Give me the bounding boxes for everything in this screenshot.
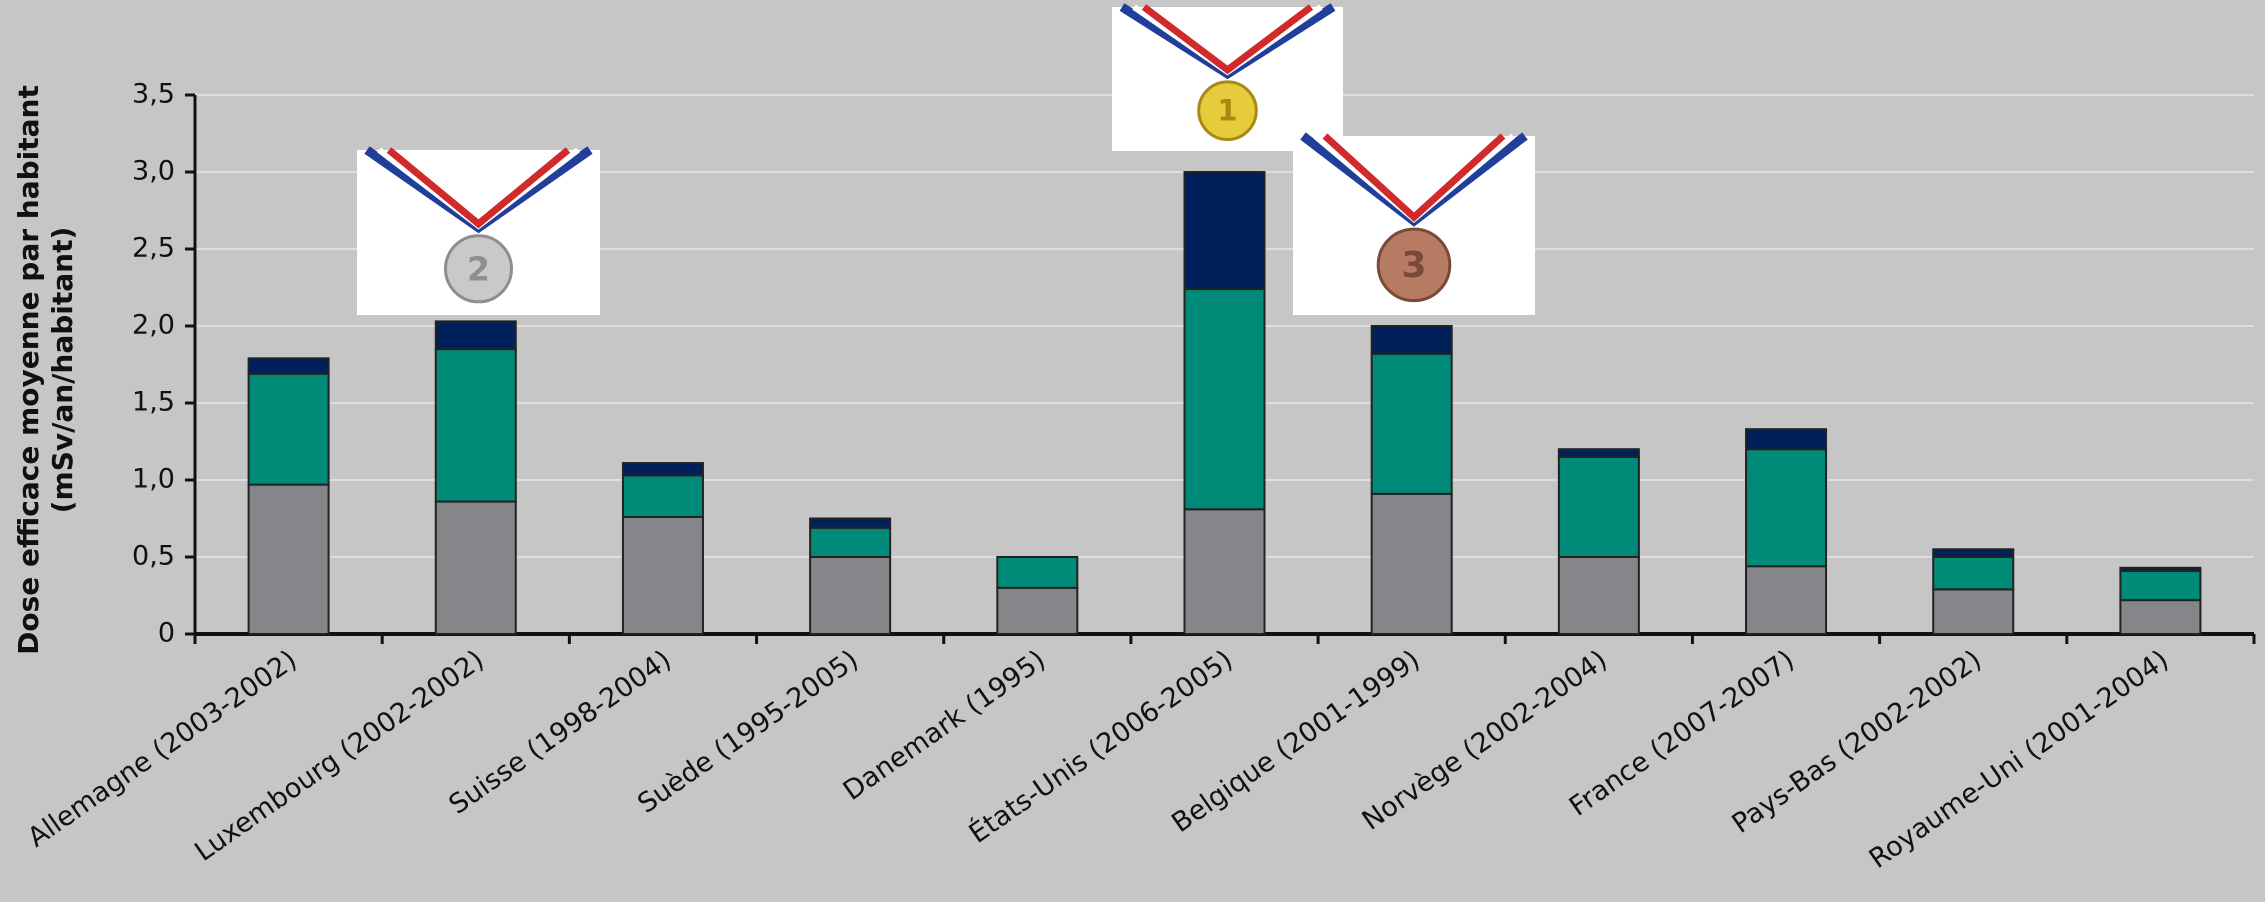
y-tick-label: 2,0 — [132, 310, 175, 341]
medal: 1 — [1112, 7, 1343, 151]
chart: Dose efficace moyenne par habitant (mSv/… — [0, 0, 2265, 902]
x-tick-label: Luxembourg (2002-2002) — [189, 644, 489, 867]
y-tick-label: 3,0 — [132, 156, 175, 187]
medal: 2 — [357, 150, 600, 315]
bar-segment — [1746, 566, 1826, 634]
bar-segment — [997, 588, 1077, 634]
y-tick-label: 2,5 — [132, 233, 175, 264]
bar-segment — [1933, 557, 2013, 589]
bar-segment — [1185, 509, 1265, 634]
bar-segment — [436, 502, 516, 634]
bar-segment — [623, 463, 703, 475]
bar-segment — [249, 485, 329, 634]
page: {"chart_data": {"type": "stacked-bar", "… — [0, 0, 2265, 902]
y-tick-label: 0 — [158, 618, 175, 649]
y-tick-label: 1,5 — [132, 387, 175, 418]
bar-segment — [1559, 557, 1639, 634]
bar-segment — [1933, 549, 2013, 557]
y-tick-label: 1,0 — [132, 464, 175, 495]
medal: 3 — [1293, 136, 1535, 315]
bar-segment — [810, 519, 890, 528]
bar-segment — [436, 321, 516, 349]
medal-number: 1 — [1217, 94, 1237, 128]
bar-segment — [1933, 589, 2013, 634]
bar-segment — [1746, 449, 1826, 566]
bar-segment — [1372, 494, 1452, 634]
bar-segment — [1559, 449, 1639, 457]
bar-segment — [1372, 326, 1452, 354]
y-axis-title-line: Dose efficace moyenne par habitant — [12, 85, 45, 655]
bar-segment — [623, 475, 703, 517]
y-axis-title-line: (mSv/an/habitant) — [46, 227, 79, 514]
bar-segment — [249, 358, 329, 373]
bar-segment — [623, 517, 703, 634]
bar-segment — [436, 349, 516, 501]
y-axis-title: Dose efficace moyenne par habitant (mSv/… — [12, 85, 79, 655]
bar-segment — [997, 557, 1077, 588]
bar-segment — [1185, 172, 1265, 289]
bar-segment — [1185, 289, 1265, 509]
bar-segment — [810, 528, 890, 557]
medal-number: 2 — [467, 249, 490, 288]
y-tick-label: 0,5 — [132, 541, 175, 572]
bar-segment — [1746, 429, 1826, 449]
bar-segment — [2120, 600, 2200, 634]
bar-segment — [2120, 568, 2200, 571]
y-tick-label: 3,5 — [132, 79, 175, 110]
bar-segment — [1559, 457, 1639, 557]
x-tick-label: Royaume-Uni (2001-2004) — [1864, 644, 2175, 874]
medal-number: 3 — [1401, 245, 1426, 286]
x-tick-label: Danemark (1995) — [838, 644, 1052, 806]
bar-segment — [1372, 354, 1452, 494]
bar-segment — [2120, 571, 2200, 600]
bar-segment — [249, 374, 329, 485]
bar-segment — [810, 557, 890, 634]
